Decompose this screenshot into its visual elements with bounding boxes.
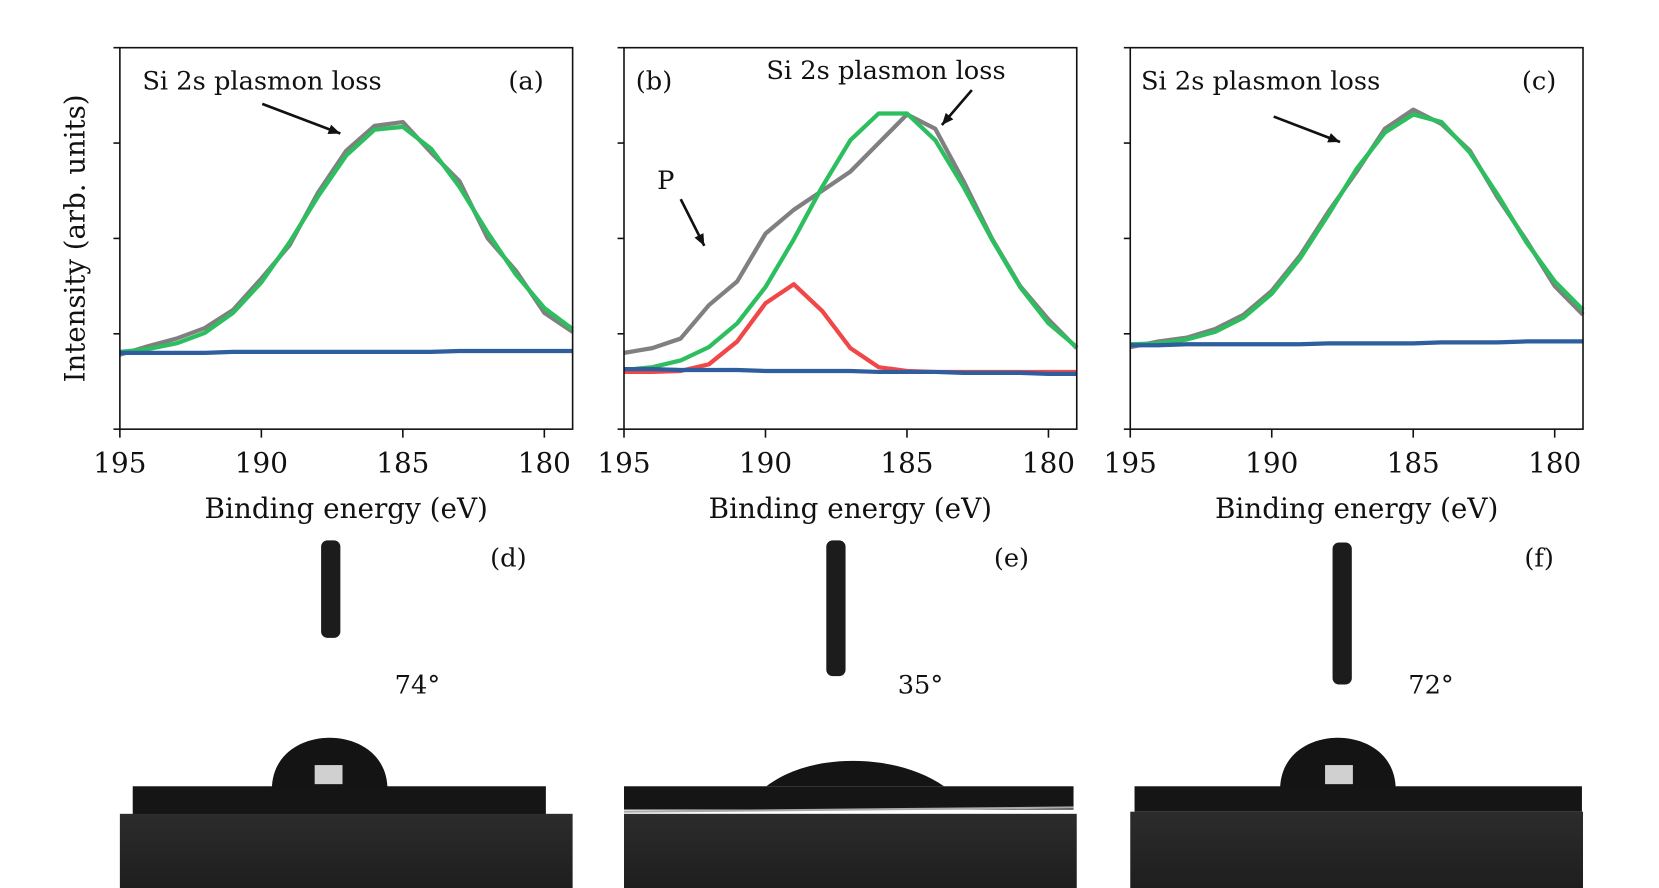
x-tick-label: 190 — [739, 447, 792, 480]
x-axis-label: Binding energy (eV) — [1215, 492, 1498, 525]
x-tick-label: 190 — [1245, 447, 1298, 480]
plot-frame — [119, 46, 574, 430]
data-line — [623, 111, 1079, 373]
x-tick-label: 180 — [1022, 447, 1075, 480]
x-tick-label: 185 — [1387, 447, 1440, 480]
arrow-head — [327, 124, 341, 134]
annotation: Si 2s plasmon loss — [142, 67, 381, 97]
x-tick-label: 185 — [880, 447, 933, 480]
annotation: P — [657, 166, 674, 196]
annotation: (b) — [636, 67, 672, 97]
x-axis-label: Binding energy (eV) — [709, 492, 992, 525]
photo-f — [1130, 542, 1584, 888]
contact-angle: 72° — [1408, 671, 1454, 701]
x-tick-label: 185 — [376, 447, 429, 480]
arrow-shaft — [1273, 115, 1341, 144]
annotation: (a) — [508, 67, 543, 97]
photo-label: (e) — [994, 544, 1029, 574]
data-line — [1130, 339, 1584, 348]
x-tick-label: 180 — [1528, 447, 1581, 480]
y-axis-label: Intensity (arb. units) — [58, 95, 91, 383]
x-tick-label: 180 — [518, 447, 571, 480]
photo-label: (f) — [1524, 544, 1554, 574]
data-line — [1129, 107, 1585, 350]
x-axis-label: Binding energy (eV) — [205, 492, 488, 525]
arrow-head — [941, 112, 954, 126]
x-tick-label: 190 — [235, 447, 288, 480]
x-tick-label: 195 — [1104, 447, 1157, 480]
data-line — [119, 124, 574, 355]
annotation: Si 2s plasmon loss — [766, 56, 1005, 86]
data-line — [1130, 112, 1585, 347]
contact-angle: 74° — [395, 671, 441, 701]
annotation: Si 2s plasmon loss — [1141, 67, 1380, 97]
data-line — [623, 112, 1079, 355]
photo-e — [623, 540, 1077, 888]
arrow-shaft — [261, 102, 341, 135]
arrow-head — [694, 233, 705, 246]
contact-angle: 35° — [898, 671, 944, 701]
arrow-head — [1327, 133, 1341, 143]
photo-label: (d) — [490, 544, 526, 574]
data-line — [623, 366, 1077, 376]
x-tick-label: 195 — [93, 447, 146, 480]
photo-d — [119, 540, 573, 888]
plot-frame — [1129, 46, 1584, 430]
data-line — [119, 348, 573, 355]
annotation: (c) — [1522, 67, 1556, 97]
x-tick-label: 195 — [597, 447, 650, 480]
